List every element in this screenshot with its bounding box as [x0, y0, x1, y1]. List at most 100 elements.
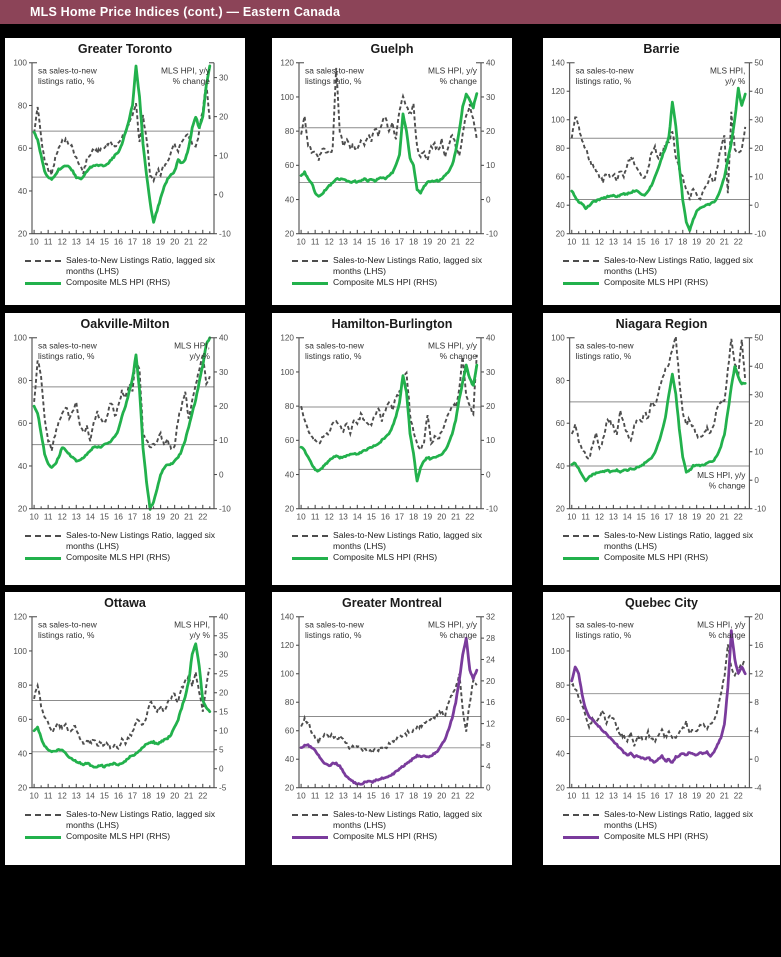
svg-text:listings ratio, %: listings ratio, %: [576, 631, 632, 640]
svg-text:20: 20: [437, 512, 447, 521]
svg-text:listings ratio, %: listings ratio, %: [38, 352, 95, 361]
legend-item-ratio: Sales-to-New Listings Ratio, lagged six …: [292, 530, 508, 551]
legend-item-hpi: Composite MLS HPI (RHS): [292, 552, 508, 563]
svg-text:listings ratio, %: listings ratio, %: [305, 631, 362, 640]
svg-text:14: 14: [86, 512, 96, 521]
legend-label: Sales-to-New Listings Ratio, lagged six …: [333, 530, 483, 551]
svg-text:20: 20: [754, 144, 764, 153]
svg-text:80: 80: [18, 377, 28, 386]
svg-text:19: 19: [423, 512, 433, 521]
chart-panel-hamilton-burlington: Hamilton-Burlington 20 40 60 80 100 120 -10 0 10…: [272, 313, 512, 585]
svg-text:MLS HPI, y/y: MLS HPI, y/y: [428, 342, 478, 351]
svg-text:60: 60: [285, 436, 295, 445]
svg-text:% change: % change: [440, 77, 478, 86]
svg-text:12: 12: [595, 791, 605, 800]
svg-text:13: 13: [609, 237, 619, 246]
svg-text:% change: % change: [173, 77, 211, 86]
svg-text:14: 14: [623, 237, 633, 246]
svg-text:8: 8: [486, 741, 491, 750]
legend-item-hpi: Composite MLS HPI (RHS): [292, 831, 508, 842]
svg-text:y/y %: y/y %: [189, 352, 210, 361]
svg-text:10: 10: [30, 512, 40, 521]
svg-text:15: 15: [637, 512, 647, 521]
svg-text:60: 60: [18, 419, 28, 428]
svg-text:11: 11: [311, 237, 320, 246]
page-title: MLS Home Price Indices (cont.) — Eastern…: [30, 5, 341, 19]
svg-text:-10: -10: [219, 230, 231, 239]
svg-text:10: 10: [754, 448, 764, 457]
svg-text:40: 40: [556, 750, 566, 759]
dashed-line-sample: [292, 260, 328, 262]
svg-text:40: 40: [754, 87, 764, 96]
svg-text:19: 19: [423, 791, 433, 800]
svg-text:20: 20: [486, 402, 496, 411]
chart-legend: Sales-to-New Listings Ratio, lagged six …: [543, 808, 780, 842]
solid-line-sample: [25, 557, 61, 561]
svg-text:13: 13: [339, 237, 349, 246]
svg-text:20: 20: [170, 237, 180, 246]
legend-item-ratio: Sales-to-New Listings Ratio, lagged six …: [292, 255, 508, 276]
svg-text:120: 120: [280, 334, 294, 343]
legend-item-ratio: Sales-to-New Listings Ratio, lagged six …: [563, 809, 776, 830]
dashed-line-sample: [563, 535, 599, 537]
svg-text:0: 0: [754, 201, 759, 210]
legend-item-ratio: Sales-to-New Listings Ratio, lagged six …: [292, 809, 508, 830]
legend-label: Sales-to-New Listings Ratio, lagged six …: [66, 809, 216, 830]
chart-plot: 20 40 60 80 100 120 -5 0 5 10 15 20 25 30 35 40 10 11 12 13…: [13, 613, 229, 801]
legend-label: Composite MLS HPI (RHS): [604, 277, 709, 288]
svg-text:30: 30: [486, 93, 496, 102]
svg-text:40: 40: [219, 334, 229, 343]
svg-text:% change: % change: [440, 631, 478, 640]
svg-text:20: 20: [170, 512, 180, 521]
chart-title: Hamilton-Burlington: [331, 317, 453, 331]
svg-text:10: 10: [30, 237, 40, 246]
svg-text:12: 12: [325, 791, 335, 800]
svg-text:22: 22: [465, 512, 475, 521]
svg-text:30: 30: [754, 391, 764, 400]
chart-legend: Sales-to-New Listings Ratio, lagged six …: [5, 529, 245, 563]
svg-text:60: 60: [556, 715, 566, 724]
svg-text:22: 22: [734, 512, 744, 521]
svg-text:20: 20: [285, 784, 295, 793]
svg-text:21: 21: [451, 791, 461, 800]
chart-panel-quebec-city: Quebec City 20 40 60 80 100 120 -4 0 4 8 12 16 20 10 1…: [543, 592, 780, 865]
svg-text:12: 12: [595, 237, 605, 246]
svg-text:% change: % change: [440, 352, 478, 361]
svg-text:11: 11: [581, 512, 590, 521]
svg-text:13: 13: [72, 512, 82, 521]
svg-text:19: 19: [156, 791, 166, 800]
svg-text:40: 40: [18, 187, 28, 196]
svg-text:10: 10: [297, 237, 307, 246]
legend-item-ratio: Sales-to-New Listings Ratio, lagged six …: [25, 255, 241, 276]
header-bar: MLS Home Price Indices (cont.) — Eastern…: [0, 0, 781, 24]
svg-text:13: 13: [609, 791, 619, 800]
svg-text:19: 19: [156, 237, 166, 246]
svg-text:40: 40: [556, 201, 566, 210]
svg-text:11: 11: [44, 237, 53, 246]
svg-text:18: 18: [678, 791, 688, 800]
svg-text:11: 11: [44, 791, 53, 800]
chart-legend: Sales-to-New Listings Ratio, lagged six …: [272, 254, 512, 288]
svg-text:25: 25: [219, 670, 229, 679]
svg-text:22: 22: [198, 791, 208, 800]
svg-text:MLS HPI,: MLS HPI,: [174, 621, 210, 630]
legend-label: Sales-to-New Listings Ratio, lagged six …: [604, 530, 754, 551]
svg-text:100: 100: [551, 647, 565, 656]
svg-text:12: 12: [58, 512, 68, 521]
svg-text:80: 80: [285, 698, 295, 707]
legend-item-hpi: Composite MLS HPI (RHS): [563, 552, 776, 563]
svg-text:12: 12: [486, 720, 496, 729]
svg-text:0: 0: [486, 784, 491, 793]
solid-line-sample: [292, 557, 328, 561]
legend-item-hpi: Composite MLS HPI (RHS): [292, 277, 508, 288]
svg-text:14: 14: [86, 791, 96, 800]
svg-text:12: 12: [754, 670, 764, 679]
svg-text:40: 40: [556, 462, 566, 471]
svg-text:17: 17: [128, 237, 138, 246]
chart-legend: Sales-to-New Listings Ratio, lagged six …: [272, 808, 512, 842]
svg-text:10: 10: [754, 173, 764, 182]
svg-text:18: 18: [142, 791, 152, 800]
svg-text:60: 60: [18, 715, 28, 724]
